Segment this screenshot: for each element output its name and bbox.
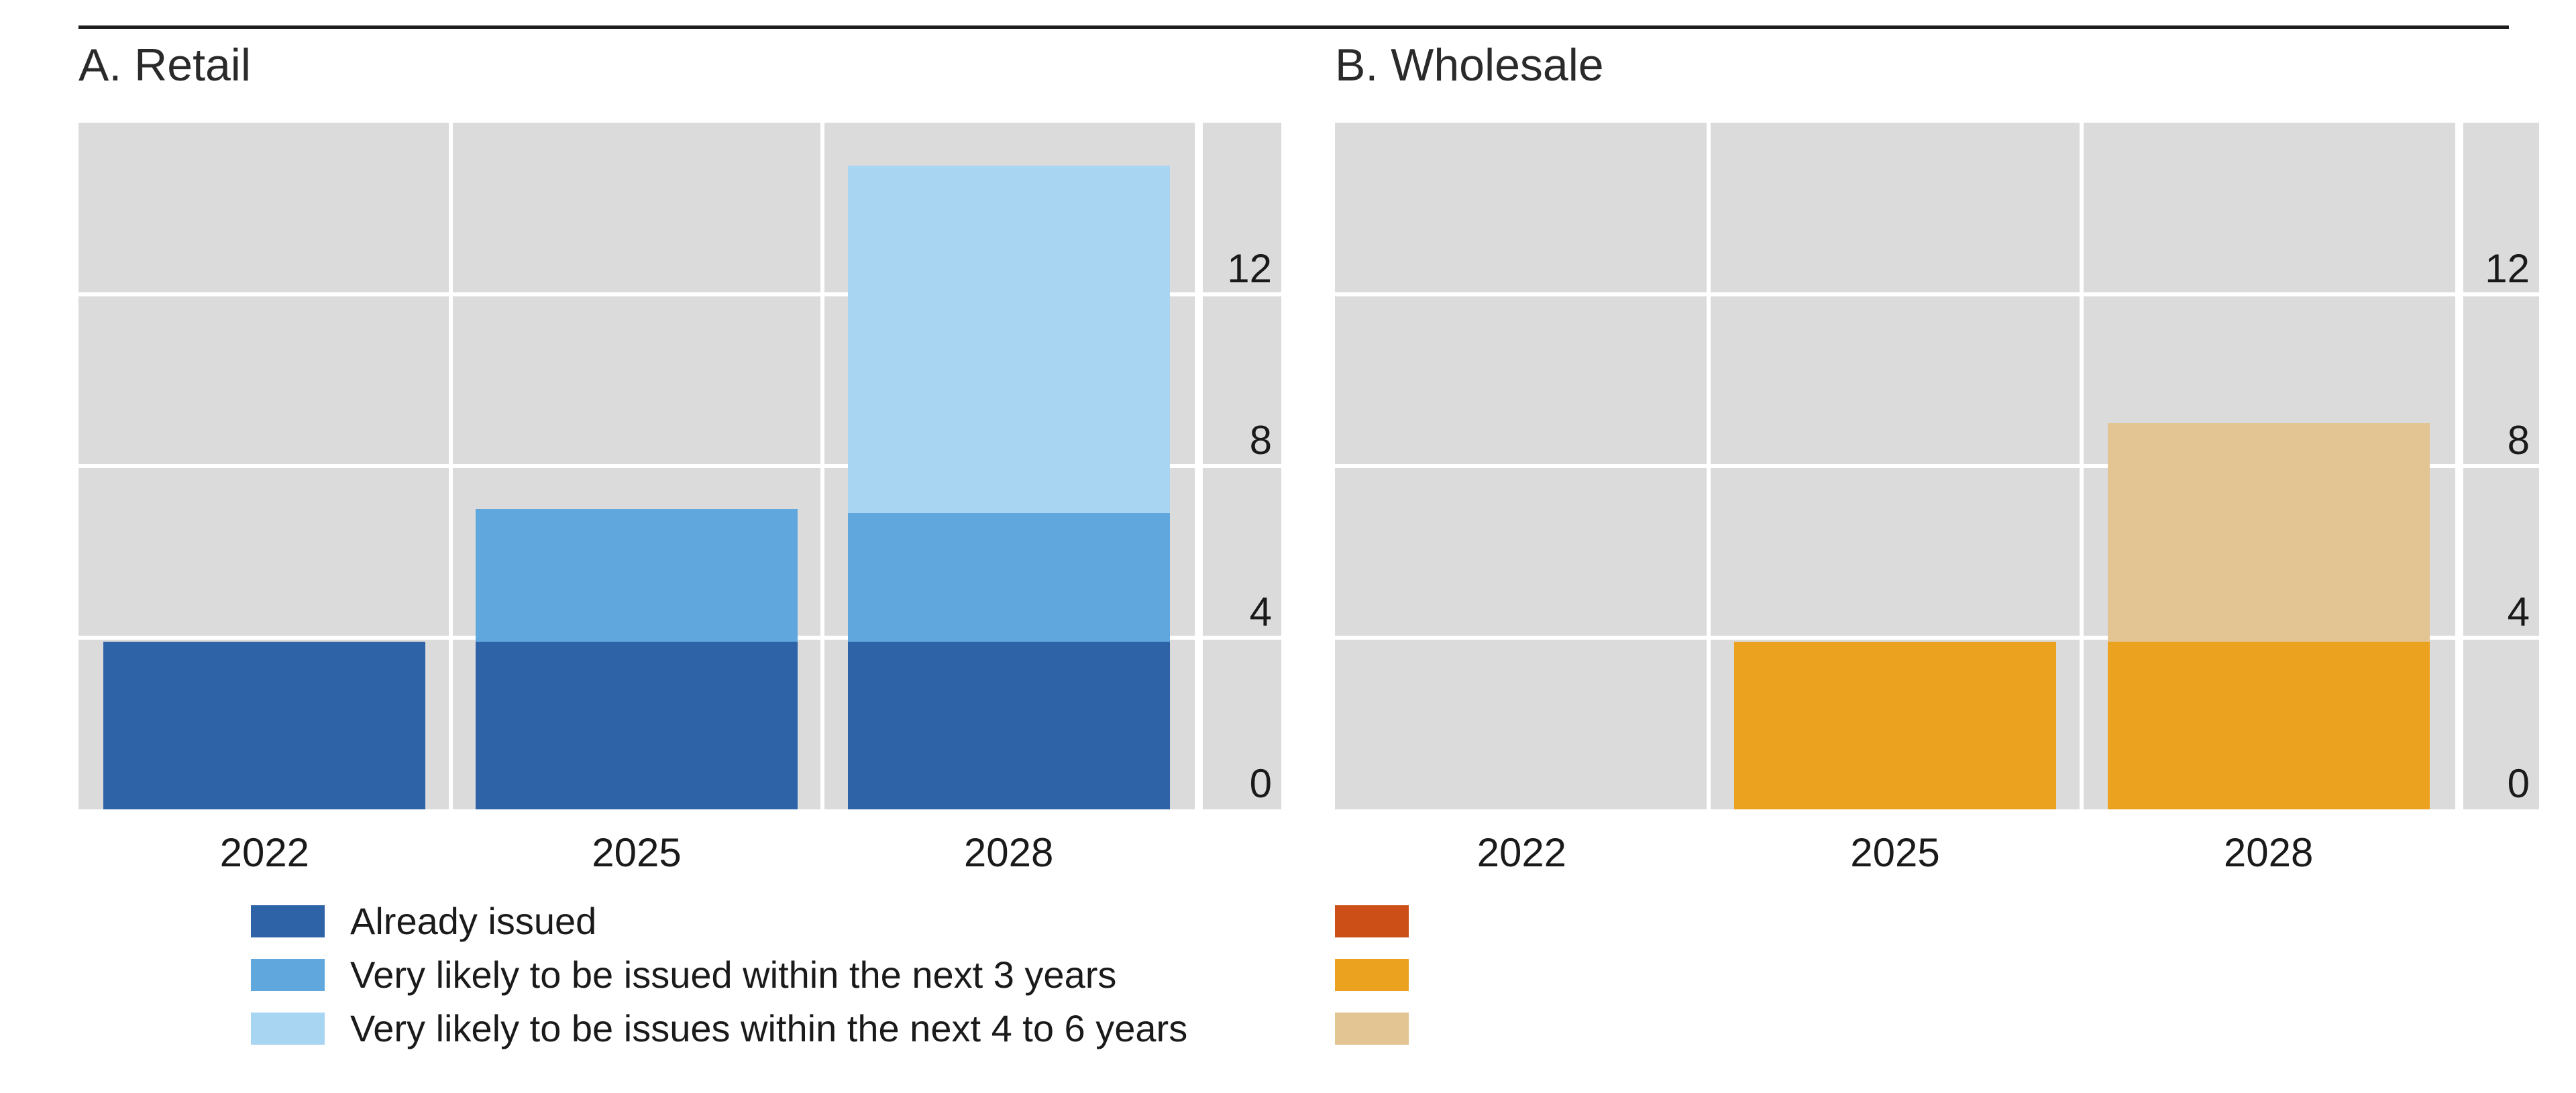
gridline-y-4 — [2463, 636, 2539, 640]
legend-label: Very likely to be issues within the next… — [350, 1007, 1188, 1049]
legend-row: Very likely to be issues within the next… — [251, 1007, 1188, 1049]
y-tick-label-4: 4 — [1249, 589, 1272, 634]
x-tick-label-2028: 2028 — [2223, 830, 2314, 875]
gridline-y-4 — [1335, 636, 2455, 640]
bar-retail-2025-segment — [476, 509, 798, 642]
legend-swatch — [251, 905, 325, 937]
x-tick-label-2022: 2022 — [219, 830, 310, 875]
legend-row — [1335, 1013, 1409, 1045]
gridline-y-8 — [78, 464, 1195, 468]
y-axis-strip-retail: 0 4 8 12 — [1203, 123, 1281, 809]
top-rule — [78, 25, 2509, 29]
legend-retail: Already issued Very likely to be issued w… — [251, 900, 1188, 1066]
bar-retail-2028-segment — [847, 642, 1170, 809]
bar-retail-2028-segment — [847, 513, 1170, 642]
y-tick-label-12: 12 — [1227, 246, 1272, 291]
gridline-y-8 — [1203, 464, 1281, 468]
x-tick-label-2025: 2025 — [592, 830, 682, 875]
panel-title-wholesale: B. Wholesale — [1335, 40, 1604, 91]
legend-swatch — [1335, 1013, 1409, 1045]
x-tick-label-2028: 2028 — [963, 830, 1054, 875]
legend-row: Very likely to be issued within the next… — [251, 954, 1187, 996]
plot-main-retail — [78, 123, 1195, 809]
x-tick-label-2025: 2025 — [1850, 830, 1940, 875]
legend-swatch — [251, 1013, 325, 1045]
legend-swatch — [1335, 959, 1409, 991]
bar-wholesale-2028-segment — [2107, 423, 2430, 642]
y-tick-label-8: 8 — [1249, 418, 1272, 463]
legend-row — [1335, 905, 1409, 937]
y-tick-label-0: 0 — [1249, 761, 1272, 806]
x-axis-labels-retail: 2022 2025 2028 — [78, 829, 1195, 883]
y-tick-label-12: 12 — [2485, 246, 2530, 291]
plot-area-wholesale: 0 4 8 12 — [1335, 123, 2539, 809]
y-tick-label-8: 8 — [2507, 418, 2530, 463]
y-tick-label-4: 4 — [2507, 589, 2530, 634]
y-tick-label-0: 0 — [2507, 761, 2530, 806]
legend-swatch — [251, 959, 325, 991]
gridline-y-12 — [1335, 292, 2455, 296]
legend-row — [1335, 959, 1409, 991]
gridline-y-12 — [78, 292, 1195, 296]
legend-row: Already issued — [251, 900, 1187, 942]
gridline-y-4 — [1203, 636, 1281, 640]
bar-wholesale-2028-segment — [2107, 642, 2430, 809]
bar-retail-2028-segment — [847, 166, 1170, 514]
legend-swatch — [1335, 905, 1409, 937]
panel-title-retail: A. Retail — [78, 40, 251, 91]
gridline-y-8 — [1335, 464, 2455, 468]
gridline-y-12 — [2463, 292, 2539, 296]
bar-retail-2025-segment — [476, 642, 798, 809]
legend-label: Very likely to be issued within the next… — [350, 954, 1117, 996]
gridline-y-8 — [2463, 464, 2539, 468]
legend-wholesale — [1335, 905, 1409, 1066]
x-axis-labels-wholesale: 2022 2025 2028 — [1335, 829, 2455, 883]
legend-label: Already issued — [350, 900, 597, 942]
bar-retail-2022-segment — [103, 642, 426, 809]
x-tick-label-2022: 2022 — [1477, 830, 1567, 875]
plot-area-retail: 0 4 8 12 — [78, 123, 1281, 809]
bar-wholesale-2025-segment — [1734, 642, 2056, 809]
gridline-y-12 — [1203, 292, 1281, 296]
y-axis-strip-wholesale: 0 4 8 12 — [2463, 123, 2539, 809]
plot-main-wholesale — [1335, 123, 2455, 809]
